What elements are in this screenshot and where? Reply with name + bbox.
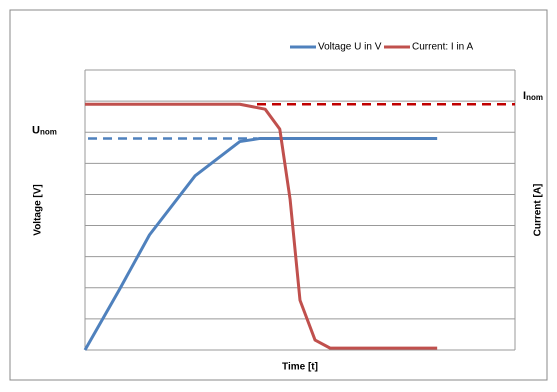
reference-label-main: U — [32, 124, 40, 136]
chart-border — [9, 9, 548, 381]
reference-label: Inom — [523, 90, 543, 102]
y-axis-label: Voltage [V] — [33, 184, 44, 235]
series-line — [83, 136, 438, 351]
reference-label-sub: nom — [40, 128, 57, 137]
y2-axis-label: Current [A] — [533, 184, 544, 237]
legend-label: Current: I in A — [412, 42, 473, 53]
reference-label-sub: nom — [526, 93, 543, 102]
x-axis-label: Time [t] — [282, 362, 318, 373]
legend-label: Voltage U in V — [318, 42, 382, 53]
reference-label: Unom — [32, 124, 57, 136]
reference-label-main: I — [523, 90, 526, 102]
series-line — [85, 102, 438, 350]
